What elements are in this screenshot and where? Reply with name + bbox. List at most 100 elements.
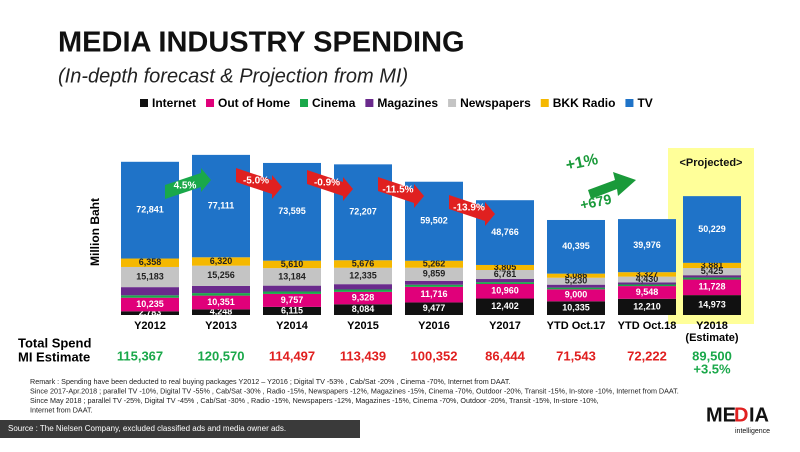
value-label: 5,230	[565, 276, 588, 286]
bar-segment	[405, 267, 463, 281]
growth-arrow	[307, 170, 353, 201]
bar-segment	[618, 286, 676, 299]
remark: Since 2017-Apr.2018 ; parallel TV -10%, …	[30, 386, 679, 395]
value-label: 40,395	[562, 241, 590, 251]
growth-arrow	[165, 168, 211, 199]
ytd-change: +679	[579, 191, 613, 213]
bar-segment	[683, 277, 741, 280]
bar-segment	[192, 295, 250, 310]
growth-label: -11.5%	[382, 185, 413, 196]
total-value: 115,367	[117, 348, 163, 363]
totals-title: Total Spend	[18, 335, 91, 350]
bar-segment	[476, 264, 534, 271]
x-tick-label: Y2017	[489, 320, 521, 332]
value-label: 10,235	[136, 299, 164, 309]
value-label: 6,115	[281, 305, 303, 315]
source-box	[0, 420, 360, 438]
value-label: 5,262	[423, 259, 446, 269]
legend-label: Newspapers	[460, 96, 531, 110]
bar-segment	[405, 260, 463, 268]
bar-segment	[405, 280, 463, 285]
legend-swatch	[540, 99, 549, 107]
value-label: 5,425	[701, 266, 724, 276]
legend-label: Cinema	[312, 96, 356, 110]
legend-swatch	[625, 99, 634, 107]
chart-title: MEDIA INDUSTRY SPENDING	[58, 27, 465, 59]
value-label: 11,728	[698, 282, 725, 292]
value-label: 3,086	[565, 270, 588, 280]
value-label: 9,859	[423, 269, 446, 279]
bar-segment	[192, 265, 250, 286]
value-label: 3,805	[494, 262, 517, 272]
value-label: 73,595	[278, 206, 306, 216]
bar-segment	[334, 289, 392, 292]
bar-segment	[476, 270, 534, 280]
value-label: 12,210	[633, 301, 661, 311]
value-label: 8,084	[352, 304, 375, 314]
bar-segment	[547, 287, 605, 290]
value-label: 9,477	[423, 303, 446, 313]
value-label: 50,229	[698, 224, 726, 234]
bar-segment	[618, 219, 676, 273]
x-tick-label: Y2015	[347, 320, 379, 332]
value-label: 5,610	[281, 259, 304, 269]
bar-segment	[683, 295, 741, 315]
bar-segment	[547, 219, 605, 274]
total-value: 86,444	[485, 348, 526, 363]
bar-segment	[263, 260, 321, 269]
x-tick-label: Y2018 (Estimate)	[685, 320, 739, 344]
total-value: 72,222	[627, 348, 667, 363]
bar-segment	[121, 258, 179, 267]
legend-label: BKK Radio	[553, 96, 616, 110]
bar-segment	[192, 285, 250, 294]
growth-label: -13.9%	[453, 203, 485, 214]
growth-arrow	[236, 168, 282, 199]
ytd-change: +1%	[564, 151, 599, 174]
bar-segment	[618, 284, 676, 287]
projected-label: <Projected>	[680, 157, 743, 169]
source: Source : The Nielsen Company, excluded c…	[8, 424, 286, 433]
value-label: 3,327	[636, 269, 659, 279]
y-axis-label: Million Baht	[88, 198, 102, 266]
value-label: 39,976	[633, 240, 661, 250]
value-label: 11,716	[420, 289, 447, 299]
growth-label: -0.9%	[314, 178, 340, 189]
total-value: 114,497	[269, 348, 315, 363]
total-value: 120,570	[198, 348, 245, 363]
legend-swatch	[448, 99, 457, 107]
value-label: 9,328	[352, 292, 375, 302]
bar-segment	[683, 279, 741, 296]
legend-label: Out of Home	[218, 96, 290, 110]
value-label: 6,320	[210, 256, 233, 266]
bar-segment	[405, 286, 463, 303]
bar-segment	[263, 268, 321, 286]
x-tick-label: YTD Oct.17	[546, 320, 606, 332]
value-label: 12,335	[349, 270, 377, 280]
logo: ME	[706, 404, 736, 426]
value-label: 77,111	[208, 200, 235, 210]
x-tick-label: Y2016	[418, 320, 450, 332]
value-label: 48,766	[491, 227, 519, 237]
value-label: 9,757	[281, 295, 304, 305]
x-tick-label: Y2012	[134, 320, 166, 332]
legend-swatch	[300, 99, 309, 107]
value-label: 15,183	[136, 271, 164, 281]
bar-segment	[618, 276, 676, 283]
estimate-growth: +3.5%	[693, 361, 731, 376]
value-label: 12,402	[491, 301, 519, 311]
remark: Since May 2018 ; parallel TV -25%, Digit…	[30, 396, 599, 405]
bar-segment	[192, 309, 250, 315]
ytd-arrow	[588, 172, 636, 199]
bar-segment	[683, 275, 741, 278]
remark: Remark : Spending have been deducted to …	[30, 377, 511, 386]
value-label: 15,256	[207, 270, 235, 280]
value-label: 10,351	[207, 297, 235, 307]
bar-segment	[476, 283, 534, 299]
bar-segment	[405, 284, 463, 287]
bar-segment	[263, 291, 321, 294]
value-label: 2,783	[139, 308, 162, 318]
bar-segment	[263, 293, 321, 307]
total-value: 113,439	[340, 348, 386, 363]
value-label: 9,548	[636, 287, 659, 297]
growth-arrow	[449, 195, 495, 226]
